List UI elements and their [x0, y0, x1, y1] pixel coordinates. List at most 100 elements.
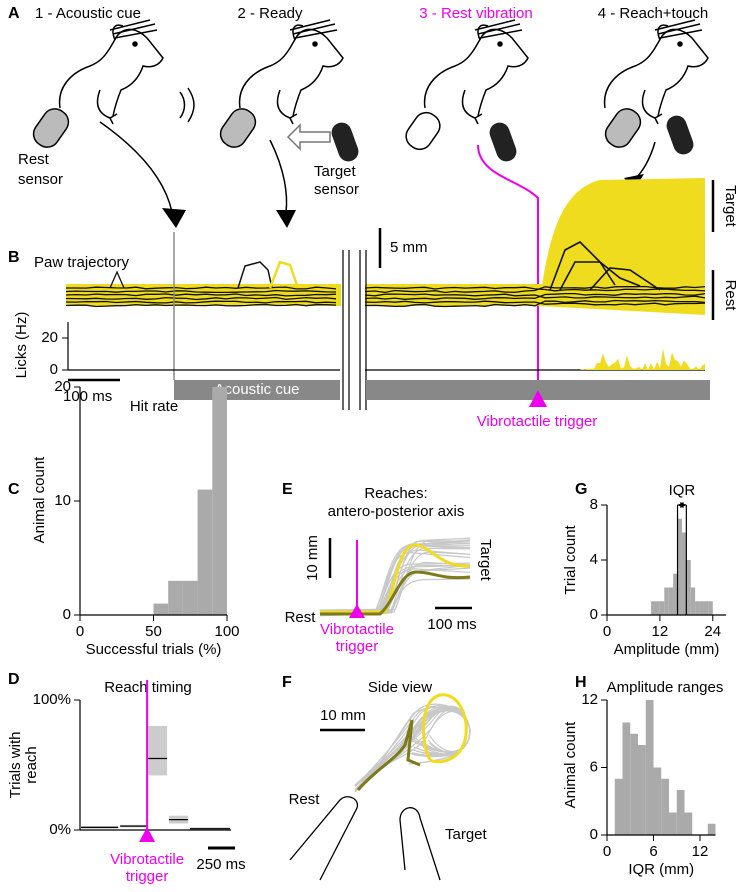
- step-label: 1 - Acoustic cue: [35, 5, 141, 22]
- arrow: [635, 141, 656, 179]
- x-tick-label: 0: [603, 623, 611, 640]
- trace: [65, 303, 337, 308]
- mouse-ear: [292, 24, 304, 41]
- bar: [622, 722, 631, 835]
- mouse-eye: [132, 41, 138, 47]
- trigger-line: [477, 144, 539, 395]
- bar: [614, 778, 623, 835]
- bar: [645, 700, 654, 835]
- x-tick-label: 24: [704, 623, 721, 640]
- mouse-eye: [497, 41, 503, 47]
- licks-area: [580, 348, 705, 370]
- panel-title: Reaches:: [364, 485, 427, 502]
- trace: [237, 261, 273, 289]
- bar: [686, 560, 691, 615]
- scale-label: 5 mm: [390, 239, 428, 256]
- panel-label: E: [282, 481, 293, 498]
- axis-label: Successful trials (%): [86, 641, 222, 658]
- bar: [197, 489, 213, 615]
- step-label: 4 - Reach+touch: [598, 5, 709, 22]
- bar: [673, 573, 678, 615]
- bar: [690, 587, 696, 615]
- trace: [66, 286, 337, 290]
- axis-label: Amplitude (mm): [614, 641, 720, 658]
- trigger-marker: [529, 390, 547, 407]
- annotation: IQR: [669, 482, 696, 499]
- sensor-label: Rest: [18, 151, 50, 168]
- trace: [320, 543, 471, 614]
- axis-label: Trials with: [7, 732, 24, 799]
- bar: [653, 767, 662, 835]
- bar: [699, 601, 704, 615]
- move-arrow: [286, 123, 331, 151]
- axis-label: Trial count: [562, 524, 579, 594]
- trigger-label: Vibrotactile: [320, 621, 394, 638]
- bar: [708, 601, 713, 615]
- chart-title: Hit rate: [130, 398, 178, 415]
- trigger-marker: [349, 604, 365, 618]
- bar: [664, 587, 669, 615]
- mouse-drawing: [58, 19, 164, 125]
- mouse-ear: [112, 24, 124, 41]
- trace: [356, 719, 421, 791]
- sensor-label: sensor: [314, 181, 359, 198]
- bar: [676, 790, 685, 835]
- bar: [684, 812, 693, 835]
- scale-label: 10 mm: [304, 535, 321, 581]
- position-label: Rest: [289, 791, 321, 808]
- x-tick-label: 12: [692, 843, 709, 860]
- y-tick-label: 8: [590, 496, 598, 513]
- mouse-drawing: [238, 19, 344, 125]
- mouse-eye: [677, 41, 683, 47]
- y-tick-label: 0: [50, 361, 58, 378]
- x-tick-label: 6: [649, 843, 657, 860]
- mouse-outline: [58, 28, 164, 117]
- bar: [638, 745, 646, 835]
- range-box: [148, 726, 168, 776]
- scale-label: 100 ms: [427, 616, 476, 633]
- trace: [319, 564, 471, 615]
- mouse-ear: [657, 24, 669, 41]
- panel-label: G: [575, 481, 587, 498]
- trace: [549, 241, 641, 291]
- rest-sensor: [219, 108, 257, 148]
- scale-label: 100 ms: [63, 388, 112, 405]
- bar: [212, 387, 227, 615]
- trace: [320, 570, 471, 616]
- trace: [65, 293, 337, 297]
- step-label: 2 - Ready: [237, 5, 303, 22]
- bar: [703, 601, 709, 615]
- panel-label: F: [282, 674, 292, 691]
- trace: [364, 286, 706, 292]
- arrow: [99, 121, 173, 213]
- position-label: Rest: [285, 609, 317, 626]
- rest-sensor: [289, 796, 359, 881]
- mouse-outline: [603, 28, 709, 117]
- target-sensor: [399, 807, 441, 881]
- bar: [630, 733, 638, 835]
- arrowhead: [162, 208, 186, 228]
- x-tick-label: 50: [145, 623, 162, 640]
- whiskers: [109, 19, 158, 39]
- arrowhead: [680, 502, 687, 508]
- y-tick-label: 4: [590, 551, 598, 568]
- trace-label: Paw trajectory: [34, 254, 130, 271]
- arrow: [269, 139, 288, 213]
- x-tick-label: 12: [652, 623, 669, 640]
- bar: [659, 601, 665, 615]
- y-tick-label: 0%: [49, 821, 71, 838]
- mouse-drawing: [603, 19, 709, 125]
- x-tick-label: 0: [603, 843, 611, 860]
- panel-label: A: [8, 5, 20, 22]
- panel-title: Side view: [368, 679, 432, 696]
- bar: [661, 778, 669, 835]
- trigger-marker: [139, 827, 156, 842]
- panel-label: B: [8, 249, 20, 266]
- position-label: Target: [477, 539, 494, 582]
- whiskers: [474, 19, 523, 39]
- reach-traces: [540, 178, 705, 315]
- y-tick-label: 12: [581, 691, 598, 708]
- rest-sensor: [405, 111, 441, 151]
- target-sensor: [331, 122, 359, 162]
- rest-sensor: [604, 108, 642, 148]
